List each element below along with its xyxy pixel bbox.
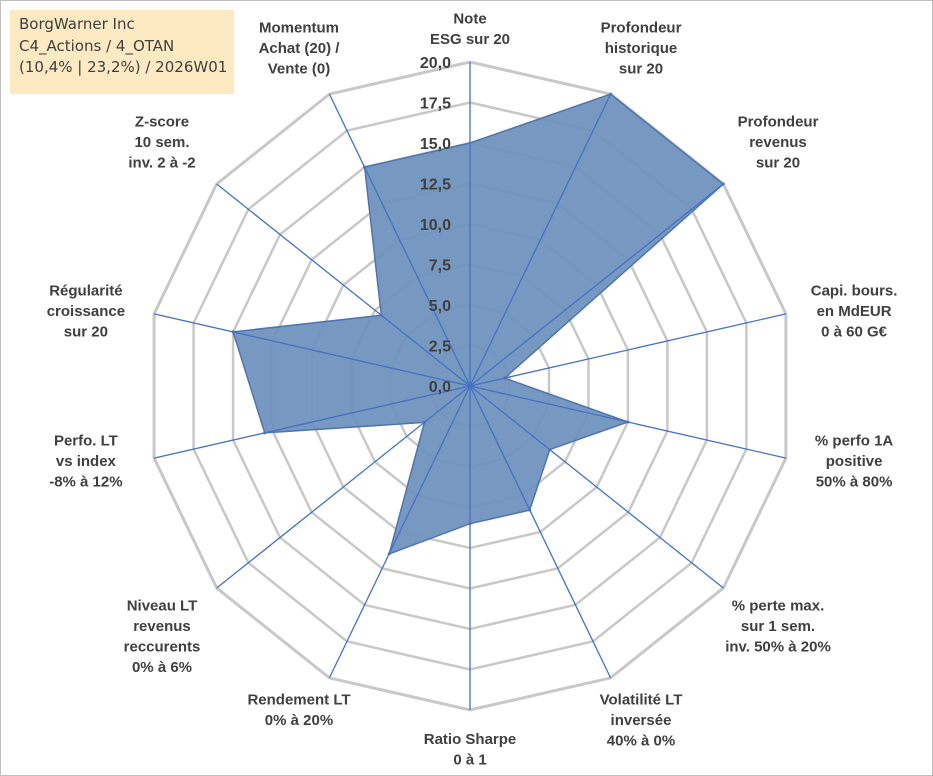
axis-label: Capi. bours. en MdEUR 0 à 60 G€ [811, 282, 898, 340]
info-box: BorgWarner Inc C4_Actions / 4_OTAN (10,4… [10, 10, 234, 94]
axis-label: Rendement LT 0% à 20% [247, 692, 350, 730]
tick-label: 0,0 [429, 379, 451, 396]
tick-label-layer: 0,0 2,5 5,0 7,5 10,0 12,5 15,0 17,5 20,0 [420, 55, 451, 396]
axis-label: Profondeur revenus sur 20 [738, 113, 819, 171]
axis-label: Profondeur historique sur 20 [601, 20, 682, 78]
axis-label: Z-score 10 sem. inv. 2 à -2 [128, 113, 195, 171]
axis-spoke [469, 313, 787, 387]
axis-label: Volatilité LT inversée 40% à 0% [600, 692, 683, 750]
tick-label: 20,0 [420, 55, 451, 72]
axis-spoke [469, 93, 612, 387]
axis-label: Note ESG sur 20 [430, 11, 510, 49]
axis-spoke [216, 385, 471, 589]
axis-spoke [153, 313, 471, 387]
axis-label: Régularité croissance sur 20 [47, 282, 125, 340]
axis-spoke [469, 385, 787, 459]
tick-label: 15,0 [420, 136, 451, 153]
axis-label: Ratio Sharpe 0 à 1 [424, 731, 517, 769]
axis-spoke [328, 385, 471, 679]
company-name: BorgWarner Inc [19, 15, 135, 33]
axis-label: Perfo. LT vs index -8% à 12% [49, 433, 122, 491]
tick-label: 7,5 [429, 258, 451, 275]
axis-spoke [469, 385, 724, 589]
performance-stats: (10,4% | 23,2%) / 2026W01 [19, 58, 228, 76]
axis-label: % perte max. sur 1 sem. inv. 50% à 20% [725, 598, 831, 656]
axis-label-layer: Note ESG sur 20 Profondeur historique sur 20… [47, 11, 898, 769]
portfolio-label: C4_Actions / 4_OTAN [19, 36, 175, 55]
axis-spoke [153, 385, 471, 459]
tick-label: 17,5 [420, 96, 451, 113]
tick-label: 5,0 [429, 298, 451, 315]
axis-label: Momentum Achat (20) / Vente (0) [259, 20, 341, 78]
tick-label: 10,0 [420, 217, 451, 234]
axis-label: % perfo 1A positive 50% à 80% [815, 433, 894, 491]
spoke-layer [153, 62, 787, 710]
axis-spoke [469, 183, 724, 387]
axis-spoke [469, 385, 612, 679]
axis-spoke [216, 183, 471, 387]
axis-spoke [328, 93, 471, 387]
tick-label: 2,5 [429, 339, 451, 356]
axis-label: Niveau LT revenus reccurents 0% à 6% [124, 598, 201, 677]
tick-label: 12,5 [420, 177, 451, 194]
